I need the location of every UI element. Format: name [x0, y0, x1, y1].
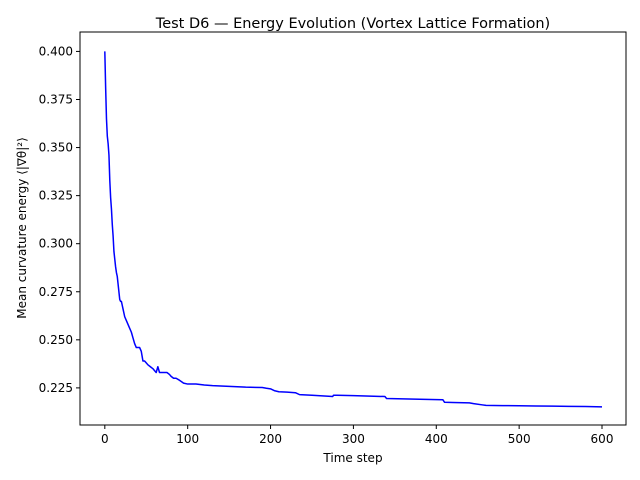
- x-tick-label: 600: [591, 432, 614, 446]
- chart-title: Test D6 — Energy Evolution (Vortex Latti…: [155, 16, 550, 32]
- plot-area: [80, 32, 626, 425]
- y-tick-label: 0.375: [39, 92, 73, 106]
- y-tick-label: 0.225: [39, 381, 73, 395]
- x-tick-label: 100: [176, 432, 199, 446]
- y-tick-label: 0.300: [39, 237, 73, 251]
- y-tick-label: 0.325: [39, 189, 73, 203]
- y-axis-label: Mean curvature energy ⟨|∇θ|²⟩: [15, 137, 29, 319]
- x-tick-label: 0: [101, 432, 109, 446]
- series-layer: [104, 51, 603, 408]
- y-tick-label: 0.400: [39, 44, 73, 58]
- x-tick-label: 400: [425, 432, 448, 446]
- x-axis-label: Time step: [322, 451, 382, 465]
- y-tick-label: 0.250: [39, 333, 73, 347]
- y-axis-ticks: 0.225 0.250 0.275 0.300 0.325 0.350 0.375 0.400: [39, 44, 80, 395]
- y-tick-label: 0.350: [39, 141, 73, 155]
- y-tick-label: 0.275: [39, 285, 73, 299]
- x-tick-label: 500: [508, 432, 531, 446]
- x-axis-ticks: 0 100 200 300 400 500 600: [101, 425, 613, 446]
- x-tick-label: 200: [259, 432, 282, 446]
- x-tick-label: 300: [342, 432, 365, 446]
- series-line-0: [104, 51, 603, 408]
